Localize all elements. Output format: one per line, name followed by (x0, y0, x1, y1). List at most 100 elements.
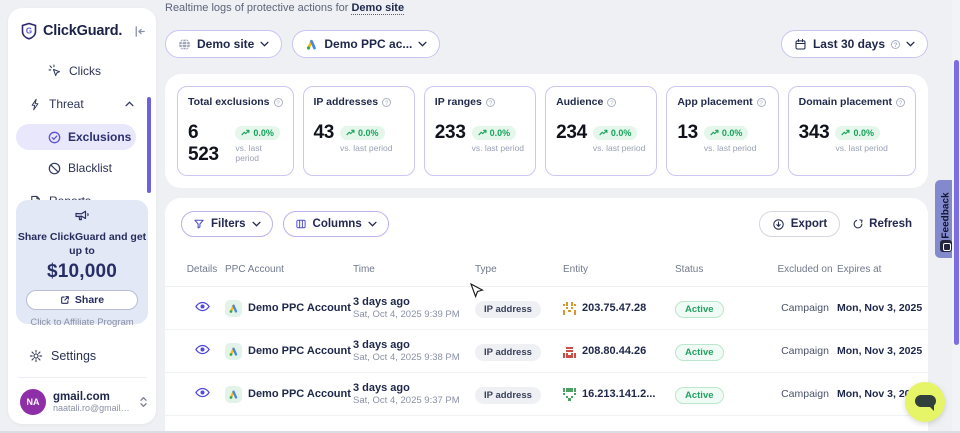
stat-value: 343 (799, 122, 830, 144)
stat-label: IP addresses (314, 96, 379, 108)
info-icon[interactable] (757, 98, 766, 107)
sidebar-item-label: Exclusions (68, 130, 131, 144)
refresh-button[interactable]: Refresh (852, 218, 912, 230)
subtitle-prefix: Realtime logs of protective actions for (165, 2, 351, 14)
sidebar-item-settings[interactable]: Settings (8, 343, 156, 369)
site-filter-dropdown[interactable]: Demo site (165, 30, 282, 58)
ppc-account-name: Demo PPC Account (248, 302, 351, 314)
table-row[interactable]: Demo PPC Account 3 days ago Sat, Oct 4, … (165, 330, 928, 373)
info-icon[interactable] (896, 98, 905, 107)
stat-value: 13 (677, 122, 698, 144)
stat-change-value: 0.0% (853, 128, 874, 138)
chevron-up-down-icon (139, 396, 148, 408)
account-filter-value: Demo PPC ac... (324, 37, 412, 51)
promo-amount: $10,000 (16, 261, 148, 283)
trend-up-icon (478, 129, 487, 136)
view-details-eye-icon[interactable] (195, 301, 210, 312)
refresh-icon (852, 218, 864, 230)
clickguard-shield-logo-icon: G (20, 22, 38, 40)
stat-card: IP addresses 43 0.0% vs. last period (303, 86, 415, 176)
view-details-eye-icon[interactable] (195, 344, 210, 355)
trend-up-icon (346, 129, 355, 136)
column-header: Excluded on (773, 264, 837, 276)
info-icon[interactable] (486, 98, 495, 107)
info-icon[interactable] (382, 98, 391, 107)
avatar: NA (20, 389, 46, 415)
columns-dropdown[interactable]: Columns (283, 211, 389, 237)
account-filter-dropdown[interactable]: Demo PPC ac... (292, 30, 440, 58)
affiliate-promo-card[interactable]: Share ClickGuard and get up to $10,000 S… (16, 200, 148, 324)
entity-identicon-icon (563, 302, 576, 315)
export-label: Export (791, 218, 827, 230)
trend-up-icon (599, 129, 608, 136)
stat-label: IP ranges (435, 96, 482, 108)
sidebar-item-exclusions[interactable]: Exclusions (16, 124, 136, 150)
user-email: naatali.ro@gmail.com (53, 403, 132, 413)
collapse-sidebar-icon[interactable] (133, 25, 146, 38)
time-absolute: Sat, Oct 4, 2025 9:37 PM (353, 395, 475, 406)
stat-label: App placement (677, 96, 752, 108)
settings-label: Settings (51, 349, 96, 363)
stat-card: App placement 13 0.0% vs. last period (666, 86, 778, 176)
sidebar-item-blacklist[interactable]: Blacklist (8, 155, 156, 181)
time-relative: 3 days ago (353, 296, 475, 308)
columns-icon (295, 218, 307, 230)
stat-value: 233 (435, 122, 466, 144)
time-absolute: Sat, Oct 4, 2025 9:38 PM (353, 352, 475, 363)
google-ads-icon (225, 300, 242, 317)
promo-text: Share ClickGuard and get up to (16, 230, 148, 258)
date-range-dropdown[interactable]: Last 30 days (781, 30, 928, 58)
table-row[interactable]: Demo PPC Account 3 days ago Sat, Oct 4, … (165, 287, 928, 330)
stat-change-value: 0.0% (611, 128, 632, 138)
filters-dropdown[interactable]: Filters (181, 211, 273, 237)
calendar-icon (794, 38, 807, 51)
export-button[interactable]: Export (759, 211, 840, 237)
info-icon[interactable] (607, 98, 616, 107)
stat-change-badge: 0.0% (235, 126, 280, 140)
stat-card: Total exclusions 6 523 0.0% vs. last per… (177, 86, 294, 176)
subtitle-site-name: Demo site (351, 2, 404, 15)
table-row[interactable]: Demo PPC Account 3 days ago Sat, Oct 4, … (165, 373, 928, 416)
share-button-label: Share (75, 294, 104, 306)
chevron-up-icon (125, 101, 134, 107)
megaphone-icon (74, 208, 90, 222)
page-scrollbar-thumb[interactable] (954, 60, 959, 345)
stat-caption: vs. last period (704, 143, 756, 153)
stat-card: Domain placement 343 0.0% vs. last perio… (788, 86, 916, 176)
expires-at-value: Mon, Nov 3, 2025 (837, 302, 922, 314)
chat-bubble-icon (915, 395, 936, 407)
stat-change-value: 0.0% (358, 128, 379, 138)
excluded-on-value: Campaign (773, 302, 837, 314)
chat-launcher-button[interactable] (905, 382, 945, 422)
stat-change-value: 0.0% (490, 128, 511, 138)
user-account-switcher[interactable]: NA gmail.com naatali.ro@gmail.com (20, 389, 148, 415)
chevron-down-icon (906, 41, 915, 47)
column-header: Expires at (837, 264, 914, 276)
sidebar-item-threat[interactable]: Threat (8, 91, 156, 117)
column-header: Details (179, 264, 225, 276)
threat-lightning-icon (29, 98, 42, 111)
stat-change-badge: 0.0% (340, 126, 385, 140)
sidebar-item-label: Clicks (69, 64, 101, 78)
sidebar-item-clicks[interactable]: Clicks (8, 58, 156, 84)
info-icon[interactable] (274, 98, 283, 107)
share-button[interactable]: Share (26, 290, 138, 310)
excluded-on-value: Campaign (773, 388, 837, 400)
column-header: Entity (563, 264, 675, 276)
sidebar-item-label: Threat (49, 97, 84, 111)
time-absolute: Sat, Oct 4, 2025 9:39 PM (353, 309, 475, 320)
stat-change-value: 0.0% (253, 128, 274, 138)
stat-value: 43 (314, 122, 335, 144)
stat-label: Domain placement (799, 96, 892, 108)
stat-card: IP ranges 233 0.0% vs. last period (424, 86, 536, 176)
clicks-cursor-icon (48, 64, 62, 78)
exclusions-check-circle-icon (48, 131, 61, 144)
sidebar-scrollbar[interactable] (147, 97, 151, 193)
refresh-label: Refresh (869, 218, 912, 230)
stat-change-badge: 0.0% (593, 126, 638, 140)
chevron-down-icon (418, 41, 427, 47)
blacklist-ban-icon (48, 162, 61, 175)
column-header: Status (675, 264, 773, 276)
view-details-eye-icon[interactable] (195, 387, 210, 398)
excluded-on-value: Campaign (773, 345, 837, 357)
